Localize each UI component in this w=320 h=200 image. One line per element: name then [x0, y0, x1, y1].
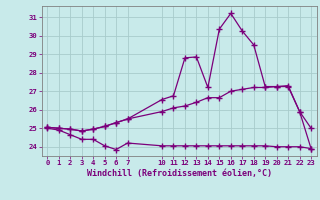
X-axis label: Windchill (Refroidissement éolien,°C): Windchill (Refroidissement éolien,°C): [87, 169, 272, 178]
